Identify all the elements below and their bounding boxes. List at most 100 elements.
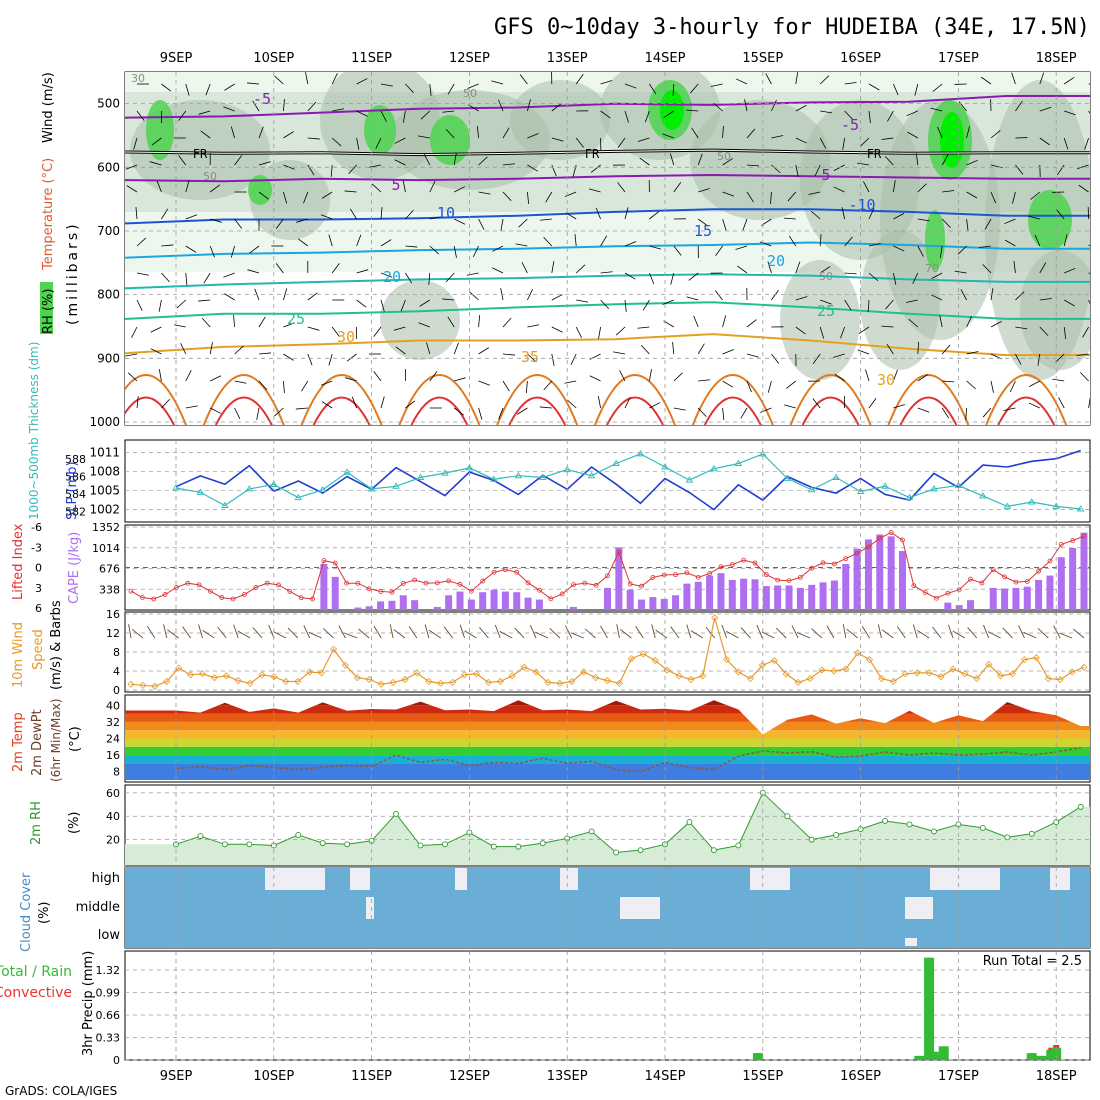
wind10-point [603,676,612,685]
wind-barb [965,407,967,420]
cape-bar [1001,588,1009,610]
precip-axis-label: 3hr Precip (mm) [81,951,96,1056]
wind-barb [567,399,577,409]
thickness-point [612,459,620,466]
wind-barb [649,272,655,285]
wind-barb [502,317,512,328]
hot-arc [801,396,860,425]
wind-barb [771,135,784,139]
wind-barb [200,130,211,139]
wind10-barb [322,628,334,639]
rh2m-point [1077,803,1084,810]
thickness-point [465,464,474,471]
wind-barb [1055,353,1065,363]
wind-barb [178,155,187,166]
thk-tick-586: 586 [65,471,86,484]
wind-barb [868,272,879,282]
wind10-barb [881,629,894,639]
wind10-barb [1053,625,1061,639]
wind-barb [1013,261,1016,274]
temp-tick-32: 32 [106,716,120,729]
thk-tick-588: 588 [65,453,86,466]
wind-barb [600,271,613,274]
wind-barb [710,83,723,87]
wind10-barb [479,626,489,639]
wind-barb [492,267,504,274]
lifted-index-point [616,549,622,555]
hot-arc [606,396,664,425]
wind10-point [651,656,659,665]
wind-tick-12: 12 [106,627,120,640]
lifted-index-point [219,595,225,600]
rh2m-unit: (%) [67,812,82,835]
wind-barb [589,375,601,382]
wind-barb [453,407,465,416]
lifted-index-point [900,537,905,543]
wind10-barb [1072,628,1085,639]
wind-barb [252,100,260,112]
cloud-mid-block [366,897,374,919]
rh2m-point [979,824,986,831]
cape-bar [853,548,861,610]
wind-barb [1015,291,1025,301]
hot-arc [214,396,273,425]
rh2m-area [125,792,1090,865]
wind-barb [990,130,1001,139]
wind-barb [150,348,162,355]
cape-bar [1069,547,1077,610]
cape-bar [490,589,498,610]
cloud-tick-middle: middle [76,900,120,915]
date-label-top-11SEP: 11SEP [351,51,392,66]
cape-bar [638,599,646,610]
rh-bright-blob [940,112,964,168]
slp-tick-1002: 1002 [89,503,120,517]
wind-barb [1064,267,1076,274]
wind-tick-0: 0 [113,684,120,697]
wind-barb [600,299,610,310]
lifted-index-point [491,569,497,575]
rh2m-point [319,840,326,847]
wind-barb [765,73,772,85]
wind-barb [400,299,406,312]
wind-barb [613,351,626,355]
rh-green-blob [430,115,470,165]
wind-barb [502,163,515,166]
wind-barb [1004,239,1016,247]
wind10-point [234,676,242,685]
cape-bar [524,597,532,610]
wind-barb [576,299,589,303]
wind10-point [592,674,600,682]
precip-total-bar [1036,1055,1047,1060]
wind-barb [722,218,727,231]
wind10-barb [740,627,751,639]
wind-barb [819,75,830,85]
lifted-index-point [548,596,554,602]
wind-barb [469,291,479,301]
wind-barb [380,396,385,409]
wind-barb [905,299,918,303]
fr-label-2: FR [867,147,882,161]
cloud-label: Cloud Cover [19,872,34,952]
cape-bar [320,563,328,610]
thickness-point [343,468,351,475]
lifted-index-point [185,580,191,586]
wind-barb [136,299,143,311]
date-label-bottom-13SEP: 13SEP [547,1069,588,1084]
wind-barb [348,164,357,175]
lifted-index-point [832,561,837,567]
wind10-point [1080,663,1088,671]
wind-barb [210,218,222,223]
cape-bar [433,606,441,610]
rh2m-point [833,831,840,838]
wind10-point [687,675,695,684]
wind-barb [418,322,430,328]
wind-barb [1088,110,1090,114]
wind-barb [405,272,413,284]
wind-barb [429,245,439,255]
wind-barb [283,288,288,301]
wind-barb [539,218,552,221]
cape-bar [796,587,804,610]
wind-barb [328,353,333,366]
wind10-point [520,663,528,671]
lifted-index-point [1070,538,1076,543]
